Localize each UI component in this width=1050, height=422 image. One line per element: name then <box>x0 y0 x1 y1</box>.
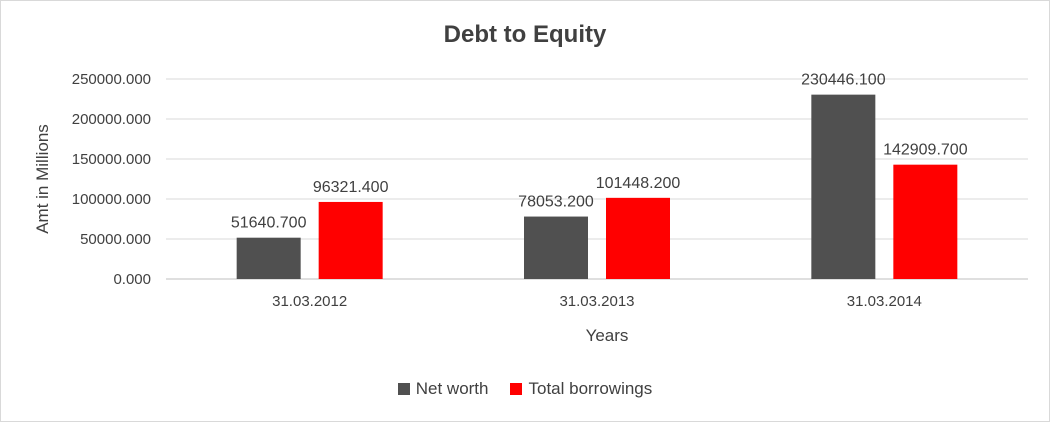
x-tick-label: 31.03.2012 <box>272 293 347 310</box>
legend-label-total-borrowings: Total borrowings <box>528 379 653 398</box>
y-tick-label: 0.000 <box>113 271 151 288</box>
data-label: 51640.700 <box>231 215 307 232</box>
bar-net-worth <box>236 237 301 279</box>
bar-total-borrowings <box>318 201 383 279</box>
y-tick-label: 250000.000 <box>72 71 151 88</box>
legend-item-total-borrowings: Total borrowings <box>510 379 652 399</box>
bar-net-worth <box>811 94 876 279</box>
data-label: 78053.200 <box>518 194 594 211</box>
data-label: 101448.200 <box>596 175 681 192</box>
legend-item-net-worth: Net worth <box>397 379 489 399</box>
y-axis-title: Amt in Millions <box>33 124 52 234</box>
legend-swatch-net-worth <box>397 383 410 395</box>
y-tick-label: 50000.000 <box>80 231 151 248</box>
bar-net-worth <box>524 216 588 279</box>
data-label: 142909.700 <box>883 142 968 159</box>
legend: Net worth Total borrowings <box>1 379 1049 399</box>
x-tick-label: 31.03.2013 <box>559 293 634 310</box>
y-tick-label: 100000.000 <box>72 191 151 208</box>
data-label: 96321.400 <box>313 179 389 196</box>
legend-label-net-worth: Net worth <box>415 379 489 398</box>
bar-total-borrowings <box>893 164 958 279</box>
x-tick-label: 31.03.2014 <box>847 293 922 310</box>
y-tick-label: 200000.000 <box>72 111 151 128</box>
chart-title: Debt to Equity <box>443 21 607 48</box>
legend-swatch-total-borrowings <box>510 383 523 395</box>
x-axis-title: Years <box>586 326 629 345</box>
bar-total-borrowings <box>606 197 670 279</box>
y-tick-label: 150000.000 <box>72 151 151 168</box>
data-label: 230446.100 <box>801 72 886 89</box>
